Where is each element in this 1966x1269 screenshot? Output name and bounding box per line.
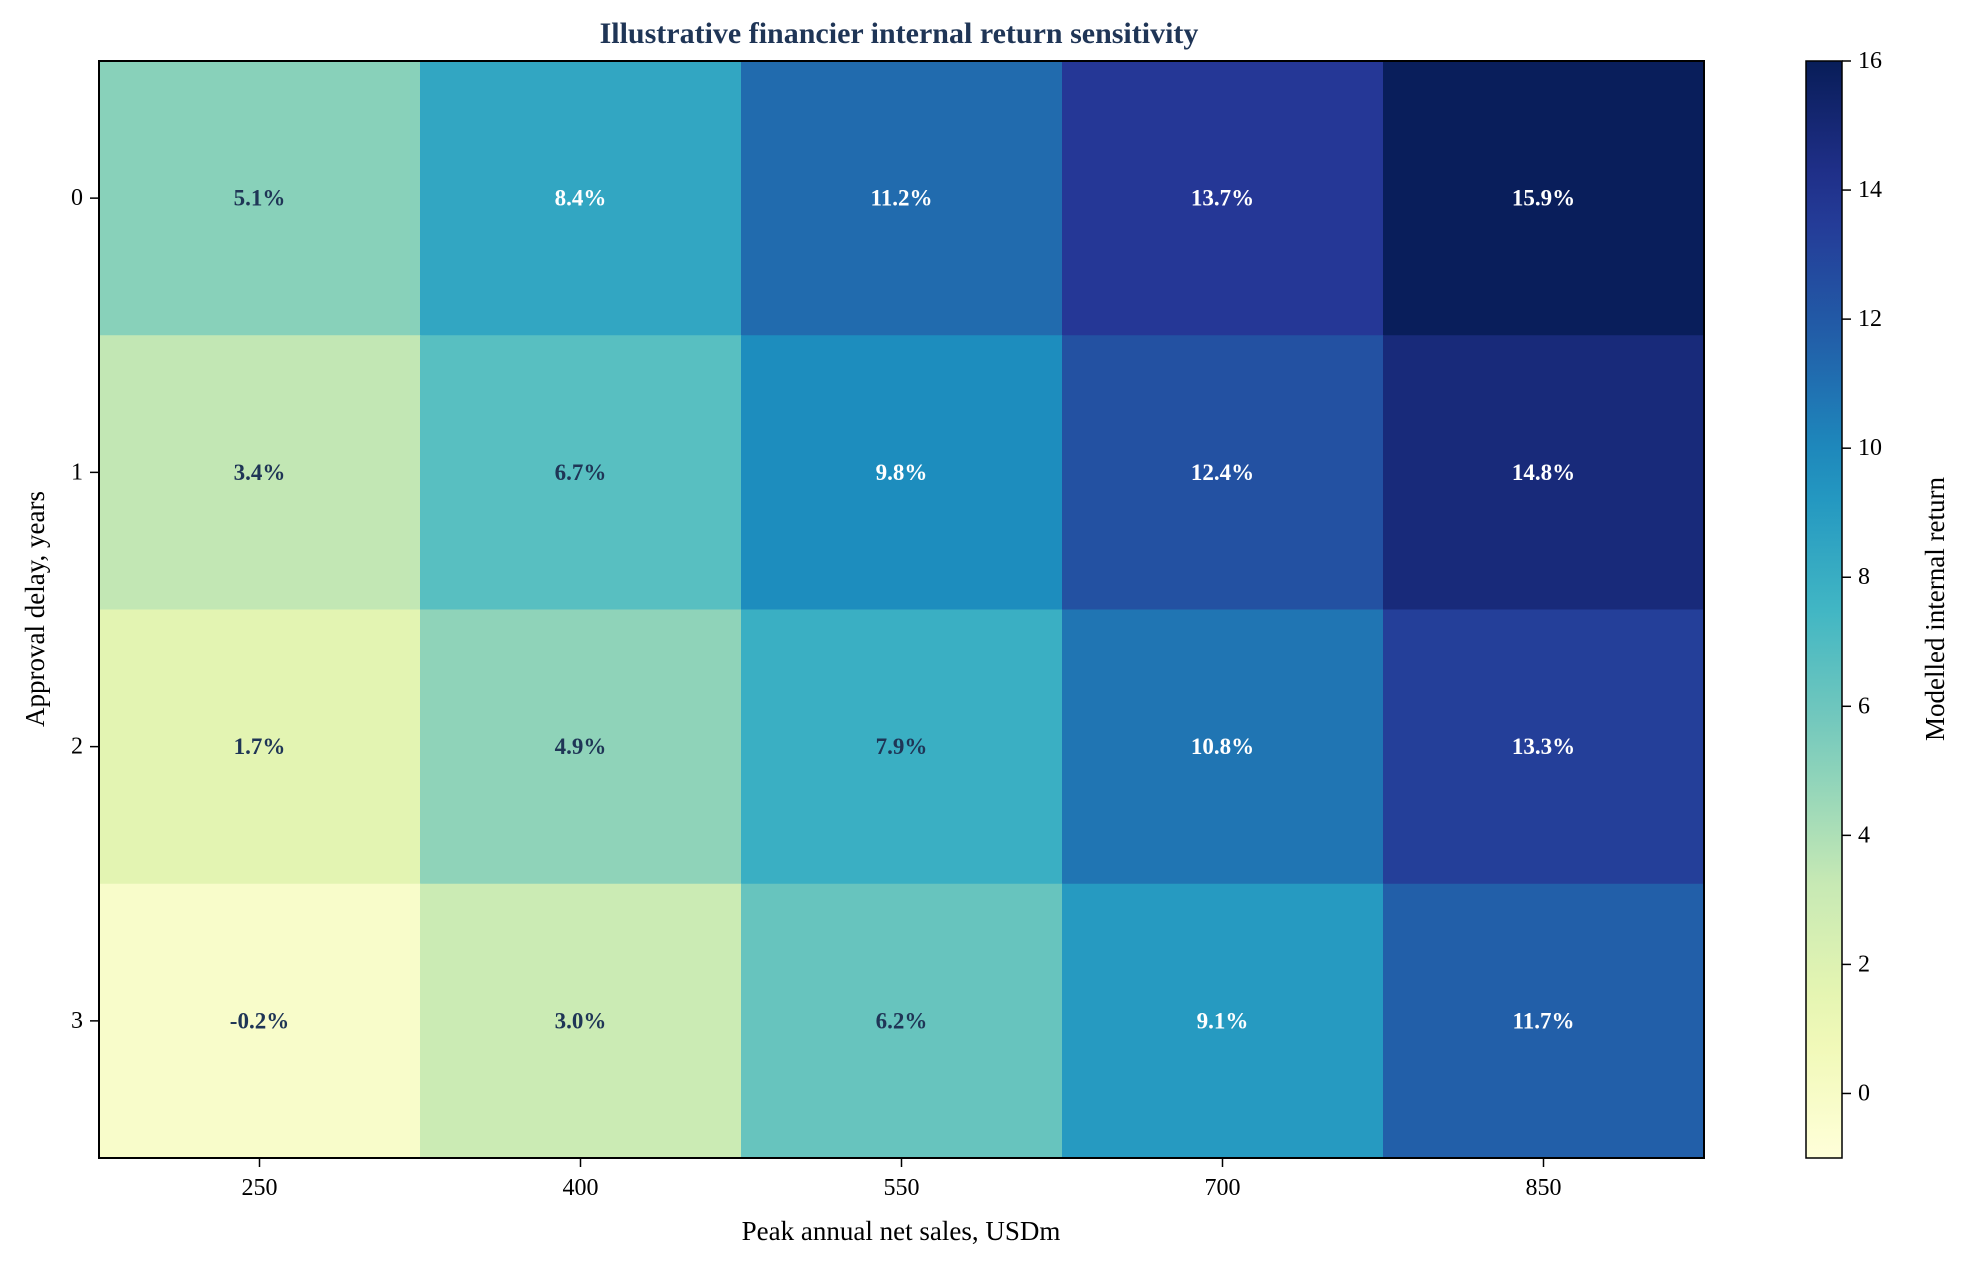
cell-value-label: -0.2% (230, 1008, 289, 1033)
cell-value-label: 6.7% (555, 460, 607, 485)
cell-value-label: 11.7% (1513, 1008, 1575, 1033)
cell-value-label: 3.4% (234, 460, 286, 485)
cell-value-label: 1.7% (234, 734, 286, 759)
heatmap-cell (1383, 335, 1705, 610)
cell-value-label: 4.9% (555, 734, 607, 759)
cell-value-label: 9.1% (1197, 1008, 1249, 1033)
colorbar-tick-label: 0 (1858, 1080, 1870, 1106)
y-tick-label: 1 (71, 459, 83, 485)
colorbar-tick-label: 16 (1858, 48, 1882, 74)
x-tick-label: 250 (242, 1175, 278, 1201)
cell-value-label: 12.4% (1191, 460, 1254, 485)
heatmap-cell (1383, 609, 1705, 885)
cell-value-label: 13.3% (1512, 734, 1575, 759)
heatmap-cell (99, 61, 421, 336)
heatmap-cell (420, 609, 742, 885)
heatmap-cell (741, 609, 1063, 885)
cell-value-label: 15.9% (1512, 186, 1575, 211)
heatmap-cell (741, 61, 1063, 336)
cell-value-label: 5.1% (234, 186, 286, 211)
heatmap-cell (1062, 335, 1384, 610)
y-axis-ticks: 0 1 2 3 (71, 185, 99, 1034)
cell-value-label: 7.9% (876, 734, 928, 759)
x-tick-label: 700 (1205, 1175, 1241, 1201)
colorbar (1805, 60, 1843, 1159)
cell-value-label: 11.2% (871, 186, 933, 211)
x-axis-ticks: 250 400 550 700 850 (242, 1158, 1562, 1201)
cell-value-label: 13.7% (1191, 186, 1254, 211)
x-tick-label: 850 (1526, 1175, 1562, 1201)
heatmap-cell (420, 883, 742, 1159)
colorbar-tick-label: 14 (1858, 177, 1882, 203)
cell-value-label: 3.0% (555, 1008, 607, 1033)
x-tick-label: 550 (884, 1175, 920, 1201)
colorbar-tick-label: 10 (1858, 435, 1882, 461)
cell-value-label: 14.8% (1512, 460, 1575, 485)
colorbar-tick-label: 2 (1858, 951, 1870, 977)
colorbar-label: Modelled internal return (1920, 477, 1950, 741)
x-tick-label: 400 (563, 1175, 599, 1201)
y-axis-label: Approval delay, years (20, 491, 50, 727)
y-tick-label: 0 (71, 185, 83, 211)
y-tick-label: 2 (71, 734, 83, 760)
heatmap-cell (1383, 883, 1705, 1159)
cell-labels: 5.1% 8.4% 11.2% 13.7% 15.9% 3.4% 6.7% 9.8% 12.4%… (230, 186, 1575, 1034)
colorbar-tick-label: 6 (1858, 693, 1870, 719)
heatmap-cell (1062, 883, 1384, 1159)
colorbar-tick-label: 8 (1858, 564, 1870, 590)
heatmap-cell (1062, 609, 1384, 885)
heatmap-cell (420, 335, 742, 610)
colorbar-ticks: 0 2 4 6 8 10 12 14 16 (1842, 48, 1882, 1106)
heatmap-cell (1383, 61, 1705, 336)
heatmap-cell (99, 609, 421, 885)
cell-value-label: 10.8% (1191, 734, 1254, 759)
heatmap-cell (741, 335, 1063, 610)
heatmap-cell (99, 335, 421, 610)
heatmap-cell (420, 61, 742, 336)
heatmap-cells (99, 61, 1705, 1159)
heatmap-cell (1062, 61, 1384, 336)
x-axis-label: Peak annual net sales, USDm (742, 1216, 1061, 1246)
cell-value-label: 8.4% (555, 186, 607, 211)
colorbar-tick-label: 4 (1858, 822, 1870, 848)
colorbar-tick-label: 12 (1858, 306, 1882, 332)
heatmap-cell (99, 883, 421, 1159)
cell-value-label: 9.8% (876, 460, 928, 485)
y-tick-label: 3 (71, 1008, 83, 1034)
cell-value-label: 6.2% (876, 1008, 928, 1033)
chart-title: Illustrative financier internal return s… (600, 17, 1199, 50)
heatmap-cell (741, 883, 1063, 1159)
